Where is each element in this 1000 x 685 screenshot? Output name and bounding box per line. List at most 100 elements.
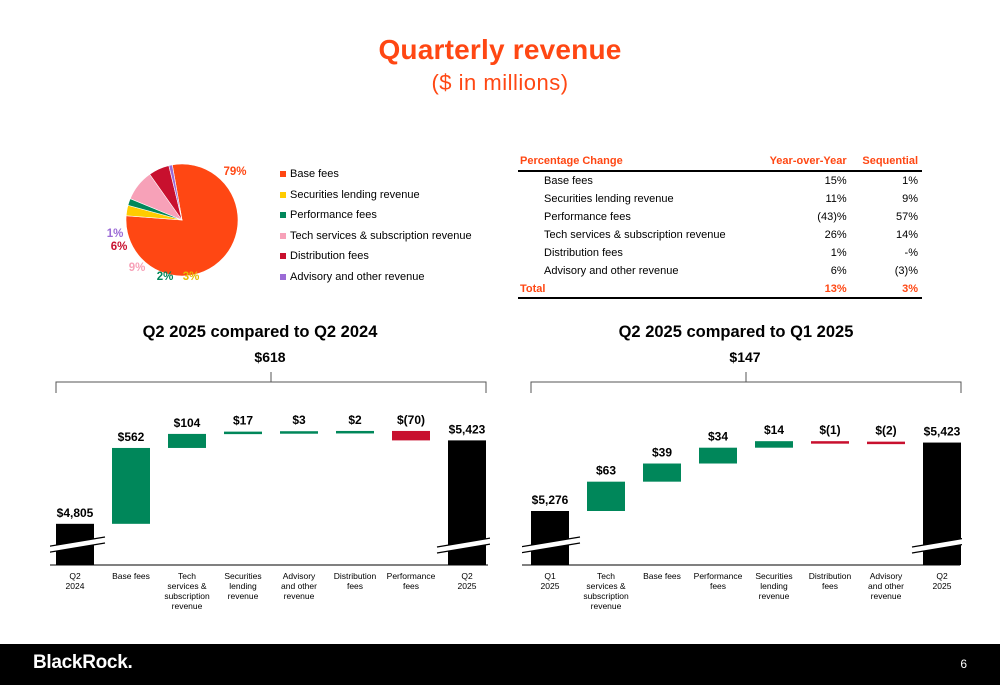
- table-header-row: Percentage Change Year-over-Year Sequent…: [518, 152, 922, 172]
- legend-item-advisory: Advisory and other revenue: [280, 267, 472, 288]
- axis-break-mark: [50, 536, 106, 553]
- percentage-change-table: Percentage Change Year-over-Year Sequent…: [518, 152, 922, 299]
- row-label: Distribution fees: [544, 247, 623, 259]
- table-row: Tech services & subscription revenue 26%…: [518, 226, 922, 244]
- footer-bar: BlackRock. 6: [0, 644, 1000, 685]
- table-row: Distribution fees 1% -%: [518, 244, 922, 262]
- waterfall-bar: [811, 441, 849, 444]
- sequential-value: 1%: [902, 175, 918, 187]
- waterfall-bar: [867, 441, 905, 445]
- blackrock-logo: BlackRock.: [33, 652, 133, 673]
- category-label: Performance fees: [387, 571, 436, 591]
- yoy-value: 26%: [824, 229, 847, 241]
- table-total-row: Total 13% 3%: [518, 280, 922, 299]
- legend-label: Performance fees: [290, 209, 377, 222]
- total-change-bracket: [55, 372, 487, 393]
- row-label: Performance fees: [544, 211, 631, 223]
- legend-item-tech-services: Tech services & subscription revenue: [280, 226, 472, 247]
- pie-slice-label: 9%: [129, 262, 146, 274]
- pie-slice-label: 6%: [111, 241, 128, 253]
- table-header: Year-over-Year: [755, 152, 851, 172]
- page-title: Quarterly revenue: [378, 34, 622, 65]
- waterfall-bar: [755, 441, 793, 448]
- yoy-value: 11%: [825, 193, 847, 205]
- category-label: Advisory and other revenue: [281, 571, 317, 601]
- waterfall-bar: [587, 481, 625, 511]
- pie-legend: Base fees Securities lending revenue Per…: [280, 164, 472, 287]
- waterfall-value-label: $562: [118, 430, 145, 444]
- category-label: Q2 2025: [933, 571, 952, 591]
- sequential-value: (3)%: [894, 265, 918, 277]
- legend-swatch: [280, 212, 286, 219]
- category-label: Tech services & subscription revenue: [583, 571, 629, 611]
- legend-item-performance-fees: Performance fees: [280, 205, 472, 226]
- sequential-value: 9%: [902, 193, 918, 205]
- legend-label: Tech services & subscription revenue: [290, 229, 472, 242]
- yoy-value: 1%: [830, 247, 847, 259]
- waterfall-bar: [643, 463, 681, 482]
- waterfall-bar: [224, 431, 262, 435]
- waterfall-value-label: $63: [596, 464, 616, 478]
- row-label: Advisory and other revenue: [544, 265, 679, 277]
- page-subtitle: ($ in millions): [431, 70, 569, 95]
- waterfall-bar: [392, 430, 430, 441]
- axis-break-mark: [911, 538, 962, 554]
- waterfall-value-label: $5,423: [924, 425, 961, 439]
- waterfall-value-label: $(1): [819, 423, 840, 437]
- yoy-value: 6%: [830, 265, 847, 277]
- total-change-bracket: [530, 372, 962, 393]
- axis-break-mark: [436, 537, 490, 554]
- pie-slice-label: 3%: [183, 271, 200, 283]
- yoy-value: (43)%: [817, 211, 847, 223]
- sequential-value: 14%: [895, 229, 918, 241]
- waterfall-value-label: $4,805: [57, 506, 94, 520]
- waterfall-value-label: $39: [652, 446, 672, 460]
- waterfall-value-label: $14: [764, 423, 784, 437]
- category-label: Q1 2025: [541, 571, 560, 591]
- legend-label: Base fees: [290, 168, 339, 181]
- category-label: Q2 2025: [458, 571, 477, 591]
- table-row: Securities lending revenue 11% 9%: [518, 190, 922, 208]
- page-number: 6: [960, 657, 967, 671]
- total-sequential-value: 3%: [850, 280, 922, 299]
- category-label: Performance fees: [694, 571, 743, 591]
- waterfall-bar: [336, 430, 374, 434]
- revenue-mix-pie-chart: 79% 3% 2% 9%6%1%: [107, 163, 247, 283]
- waterfall-1-total-change: $618: [254, 349, 286, 365]
- category-label: Securities lending revenue: [755, 571, 792, 601]
- yoy-value: 15%: [824, 175, 847, 187]
- waterfall-2-title: Q2 2025 compared to Q1 2025: [618, 323, 854, 341]
- waterfall-bar: [168, 433, 206, 448]
- legend-label: Distribution fees: [290, 250, 369, 263]
- row-label: Base fees: [544, 175, 593, 187]
- sequential-value: -%: [904, 247, 918, 259]
- waterfall-bar: [280, 431, 318, 434]
- waterfall-value-label: $3: [292, 413, 306, 427]
- waterfall-value-label: $5,276: [532, 493, 569, 507]
- pie-slice-label: 1%: [107, 228, 124, 240]
- legend-swatch: [280, 253, 286, 260]
- legend-swatch: [280, 191, 286, 198]
- waterfall-value-label: $(70): [397, 413, 425, 427]
- category-label: Advisory and other revenue: [868, 571, 904, 601]
- legend-label: Advisory and other revenue: [290, 270, 425, 283]
- legend-item-base-fees: Base fees: [280, 164, 472, 185]
- waterfall-bar: [112, 447, 150, 524]
- table-header: Sequential: [850, 152, 922, 172]
- legend-label: Securities lending revenue: [290, 188, 420, 201]
- waterfall-chart-sequential: $5,276 Q1 2025 $63 Tech services & subscriptio…: [522, 372, 962, 611]
- waterfall-value-label: $34: [708, 430, 728, 444]
- waterfall-value-label: $17: [233, 414, 253, 428]
- waterfall-chart-yoy: $4,805 Q2 2024 $562 Base fees $104 Tech service…: [50, 372, 490, 611]
- table-row: Base fees 15% 1%: [518, 171, 922, 190]
- category-label: Distribution fees: [334, 571, 377, 591]
- category-label: Base fees: [643, 571, 681, 581]
- legend-swatch: [280, 273, 286, 280]
- category-label: Base fees: [112, 571, 150, 581]
- table-header: Percentage Change: [518, 152, 756, 172]
- total-yoy-value: 13%: [755, 280, 851, 299]
- axis-break-mark: [522, 536, 581, 554]
- category-label: Tech services & subscription revenue: [164, 571, 210, 611]
- pie-slice: [168, 164, 183, 221]
- row-label: Tech services & subscription revenue: [544, 229, 726, 241]
